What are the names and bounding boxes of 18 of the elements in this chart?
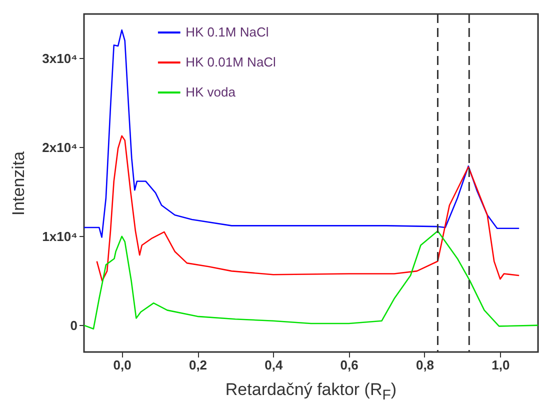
y-tick-label: 1x10⁴ [42,228,78,244]
x-tick-label: 0,0 [113,358,132,372]
x-axis-title: Retardačný faktor (R$_{F}$) [224,380,398,404]
y-tick-label: 2x10⁴ [42,140,78,155]
y-tick-label: 3x10⁴ [42,50,78,66]
line-series [96,135,520,282]
x-tick-label: 0,8 [416,358,434,372]
legend-label: HK 0.01M NaCl [186,54,276,70]
y-tick-label: 0 [70,318,78,333]
x-tick-label: 0,4 [264,358,284,372]
line-series [83,230,539,330]
x-tick-label: 0,2 [188,358,208,372]
x-tick-label: 0,6 [340,358,358,372]
x-tick-label: 1,0 [492,358,510,372]
y-axis-title: Intenzita [9,150,28,216]
legend-label: HK 0.1M NaCl [186,24,269,40]
line-series [83,29,520,238]
legend-label: HK voda [186,84,236,100]
